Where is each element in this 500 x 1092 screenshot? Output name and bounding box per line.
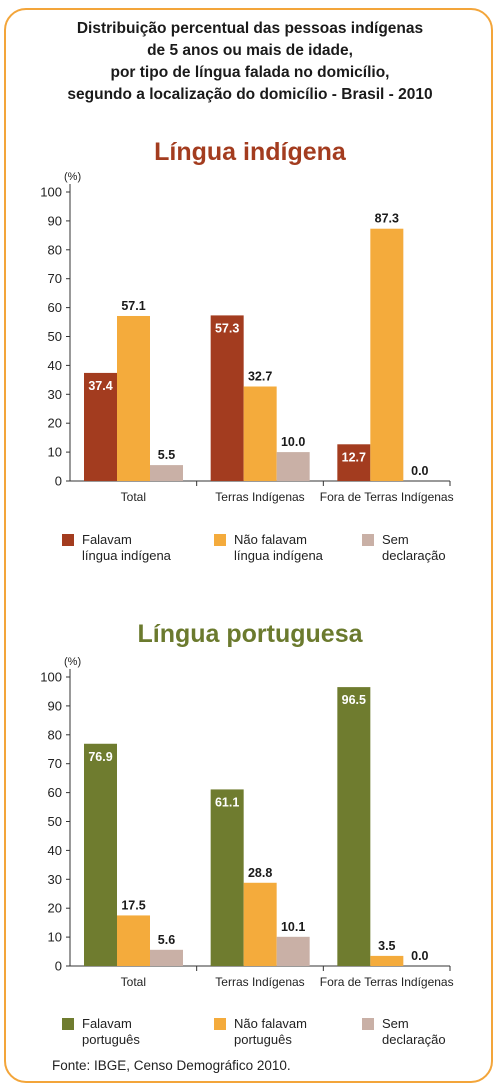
data-label: 0.0 xyxy=(411,464,428,478)
y-unit-label: (%) xyxy=(64,171,81,183)
data-label: 17.5 xyxy=(121,898,145,912)
legend-swatch xyxy=(362,1018,374,1030)
chart-lingua-indigena: 0 10 20 30 40 50 60 70 80 90 100(%) Total Terras Ind… xyxy=(40,171,454,504)
data-label: 57.3 xyxy=(215,321,239,335)
legend-label: Não falavam xyxy=(234,1016,307,1031)
chart-frame xyxy=(4,8,493,1083)
legend-swatch xyxy=(362,534,374,546)
title-line: Distribuição percentual das pessoas indí… xyxy=(76,20,424,37)
legend-label: Não falavam xyxy=(234,532,307,547)
x-tick-label: Fora de Terras Indígenas xyxy=(320,975,454,989)
data-label: 5.6 xyxy=(158,933,175,947)
y-tick-label: 30 xyxy=(48,872,62,887)
bar xyxy=(337,687,371,966)
y-unit-label: (%) xyxy=(64,656,81,668)
bar xyxy=(370,955,404,966)
figure-title: Distribuição percentual das pessoas indí… xyxy=(0,18,500,106)
y-tick-label: 90 xyxy=(48,698,62,713)
bar xyxy=(210,315,244,481)
y-tick-label: 0 xyxy=(55,474,62,489)
y-tick-label: 100 xyxy=(40,185,62,200)
y-tick-label: 70 xyxy=(48,756,62,771)
bar xyxy=(84,372,117,481)
bar xyxy=(337,444,371,481)
bar xyxy=(243,386,277,481)
data-label: 87.3 xyxy=(375,212,399,226)
data-label: 96.5 xyxy=(342,693,366,707)
data-label: 10.1 xyxy=(281,920,305,934)
y-tick-label: 50 xyxy=(48,814,62,829)
legend-swatch xyxy=(62,534,74,546)
y-tick-label: 100 xyxy=(40,670,62,685)
bar xyxy=(276,936,310,966)
y-tick-label: 40 xyxy=(48,843,62,858)
chart-title-lingua-indigena: Língua indígena xyxy=(154,138,346,166)
title-line: por tipo de língua falada no domicílio, xyxy=(110,64,390,81)
legend-label: declaração xyxy=(382,548,446,563)
source-note: Fonte: IBGE, Censo Demográfico 2010. xyxy=(52,1058,291,1073)
data-label: 0.0 xyxy=(411,949,428,963)
y-tick-label: 0 xyxy=(55,959,62,974)
y-tick-label: 50 xyxy=(48,329,62,344)
legend-label: língua indígena xyxy=(82,548,171,563)
legend-label: português xyxy=(234,1032,292,1047)
data-label: 3.5 xyxy=(378,939,395,953)
chart-lingua-portuguesa: 0 10 20 30 40 50 60 70 80 90 100(%) Total Terras Ind… xyxy=(40,656,454,989)
bar xyxy=(210,789,244,966)
y-tick-label: 70 xyxy=(48,271,62,286)
data-label: 12.7 xyxy=(342,450,366,464)
bar xyxy=(150,949,183,966)
y-tick-label: 80 xyxy=(48,727,62,742)
legend-swatch xyxy=(62,1018,74,1030)
legend-label: Sem xyxy=(382,532,409,547)
legend-swatch xyxy=(214,1018,226,1030)
data-label: 5.5 xyxy=(158,448,175,462)
legend-label: Falavam xyxy=(82,1016,132,1031)
y-tick-label: 80 xyxy=(48,242,62,257)
y-tick-label: 10 xyxy=(48,445,62,460)
x-tick-label: Total xyxy=(121,490,146,504)
bar xyxy=(117,315,150,481)
legend-label: Sem xyxy=(382,1016,409,1031)
y-tick-label: 90 xyxy=(48,213,62,228)
data-label: 37.4 xyxy=(88,379,112,393)
title-line: de 5 anos ou mais de idade, xyxy=(147,42,353,59)
data-label: 10.0 xyxy=(281,435,305,449)
bar xyxy=(150,465,183,481)
data-label: 61.1 xyxy=(215,795,239,809)
bar xyxy=(84,743,117,966)
y-tick-label: 20 xyxy=(48,901,62,916)
x-tick-label: Terras Indígenas xyxy=(215,975,304,989)
bar xyxy=(117,915,150,966)
y-tick-label: 30 xyxy=(48,387,62,402)
legend-label: português xyxy=(82,1032,140,1047)
x-tick-label: Total xyxy=(121,975,146,989)
chart-title-lingua-portuguesa: Língua portuguesa xyxy=(137,620,363,648)
y-tick-label: 40 xyxy=(48,358,62,373)
legend-label: Falavam xyxy=(82,532,132,547)
data-label: 76.9 xyxy=(88,750,112,764)
legend-label: declaração xyxy=(382,1032,446,1047)
x-tick-label: Terras Indígenas xyxy=(215,490,304,504)
bar xyxy=(276,452,310,481)
legend-label: língua indígena xyxy=(234,548,323,563)
bar xyxy=(370,228,404,481)
data-label: 57.1 xyxy=(121,299,145,313)
title-line: segundo a localização do domicílio - Bra… xyxy=(67,86,433,103)
y-tick-label: 60 xyxy=(48,785,62,800)
x-tick-label: Fora de Terras Indígenas xyxy=(320,490,454,504)
data-label: 32.7 xyxy=(248,369,272,383)
data-label: 28.8 xyxy=(248,866,272,880)
y-tick-label: 20 xyxy=(48,416,62,431)
legend-swatch xyxy=(214,534,226,546)
bar xyxy=(243,882,277,966)
y-tick-label: 10 xyxy=(48,930,62,945)
y-tick-label: 60 xyxy=(48,300,62,315)
